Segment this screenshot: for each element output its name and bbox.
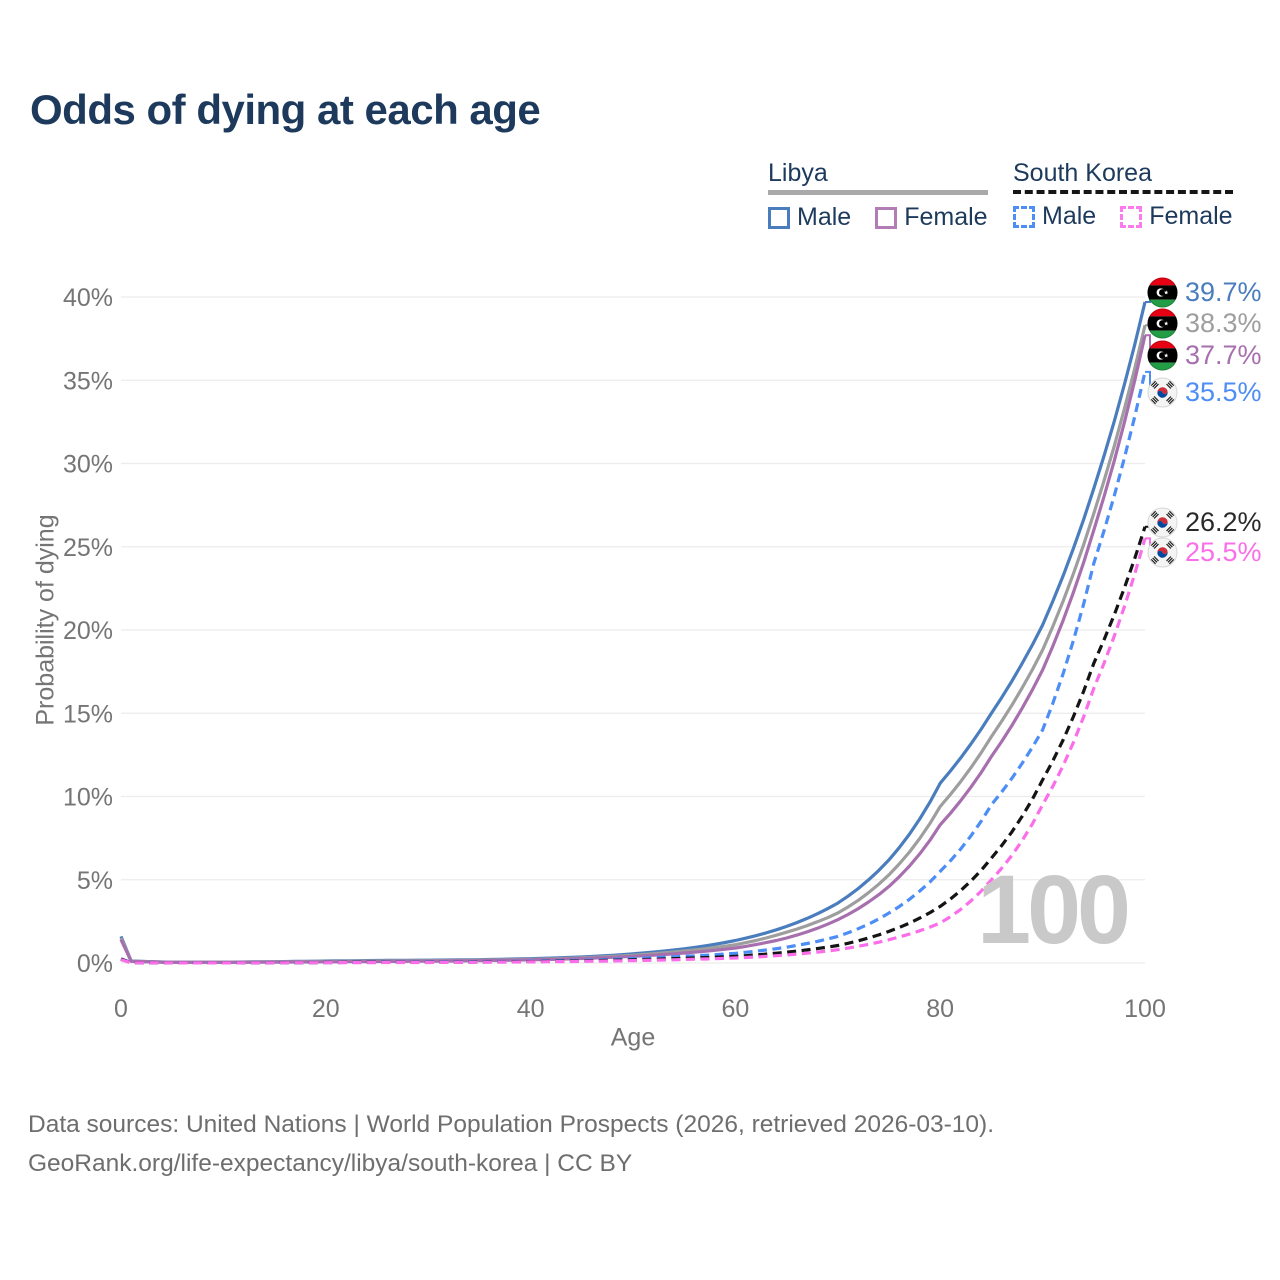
legend-item-libya-male[interactable]: Male [768, 203, 851, 232]
legend-linestyle-solid-swatch [768, 190, 988, 195]
y-tick-label: 10% [63, 784, 113, 812]
legend-swatch-south-korea-female[interactable] [1120, 205, 1143, 228]
end-label-value: 38.3% [1185, 307, 1262, 338]
y-tick-label: 20% [63, 617, 113, 645]
x-tick-label: 20 [312, 995, 340, 1023]
legend-label-libya-male: Male [797, 203, 852, 231]
libya-flag-icon [1147, 276, 1178, 308]
south-korea-flag-icon [1147, 376, 1178, 408]
libya-flag-icon [1147, 307, 1178, 339]
legend-group-libya: Libya Male Female [768, 160, 988, 232]
legend-item-south-korea-female[interactable]: Female [1120, 202, 1233, 231]
end-label-value: 25.5% [1185, 536, 1262, 567]
x-tick-label: 0 [114, 995, 128, 1023]
x-tick-label: 60 [721, 995, 749, 1023]
end-label-value: 37.7% [1185, 339, 1262, 370]
legend-item-libya-female[interactable]: Female [875, 203, 988, 232]
y-tick-label: 5% [77, 867, 113, 895]
legend-item-south-korea-male[interactable]: Male [1013, 202, 1096, 231]
south-korea-flag-icon [1147, 376, 1178, 408]
legend-label-libya-female: Female [904, 203, 988, 231]
data-source-footer: Data sources: United Nations | World Pop… [28, 1105, 994, 1183]
legend-swatch-libya-male[interactable] [768, 206, 790, 229]
series-line-south-korea-female [120, 537, 1147, 965]
legend-label-south-korea-female: Female [1149, 202, 1233, 230]
y-tick-label: 25% [63, 534, 113, 562]
legend-linestyle-dashed-swatch [1013, 190, 1233, 194]
footer-line-1: Data sources: United Nations | World Pop… [28, 1111, 995, 1138]
south-korea-flag-icon [1147, 506, 1178, 538]
end-label-libya-female: 37.7% [1147, 339, 1262, 371]
legend-country-libya: Libya [768, 159, 828, 187]
libya-flag-icon [1147, 339, 1178, 371]
end-label-libya-male: 39.7% [1147, 276, 1262, 308]
age-marker-watermark: 100 [977, 855, 1131, 964]
end-label-south-korea-male: 35.5% [1147, 376, 1262, 408]
y-tick-label: 0% [77, 950, 113, 978]
page-title: Odds of dying at each age [30, 86, 541, 133]
end-label-libya-both: 38.3% [1147, 307, 1262, 339]
y-tick-label: 35% [63, 367, 113, 395]
x-tick-label: 100 [1124, 995, 1166, 1023]
legend-swatch-south-korea-male[interactable] [1013, 205, 1035, 228]
y-tick-label: 30% [63, 451, 113, 479]
south-korea-flag-icon [1147, 506, 1178, 538]
libya-flag-icon [1147, 339, 1178, 371]
end-label-value: 35.5% [1185, 376, 1262, 407]
footer-line-2: GeoRank.org/life-expectancy/libya/south-… [28, 1150, 633, 1178]
legend-country-south-korea: South Korea [1013, 159, 1152, 187]
x-tick-label: 80 [926, 995, 954, 1023]
y-tick-label: 15% [63, 700, 113, 728]
libya-flag-icon [1147, 276, 1178, 308]
y-tick-label: 40% [63, 284, 113, 312]
south-korea-flag-icon [1147, 536, 1178, 568]
end-label-south-korea-both: 26.2% [1147, 506, 1262, 538]
x-tick-label: 40 [517, 995, 545, 1023]
series-line-libya-female [119, 334, 1147, 964]
legend-group-south-korea: South Korea Male Female [1013, 160, 1233, 231]
legend-label-south-korea-male: Male [1042, 202, 1097, 230]
x-axis-title: Age [610, 1023, 656, 1052]
end-label-value: 26.2% [1185, 506, 1262, 537]
y-axis-title: Probability of dying [31, 514, 60, 726]
south-korea-flag-icon [1147, 536, 1178, 568]
end-label-south-korea-female: 25.5% [1147, 536, 1262, 568]
libya-flag-icon [1147, 307, 1178, 339]
legend-swatch-libya-female[interactable] [875, 206, 898, 229]
end-label-value: 39.7% [1185, 276, 1262, 307]
